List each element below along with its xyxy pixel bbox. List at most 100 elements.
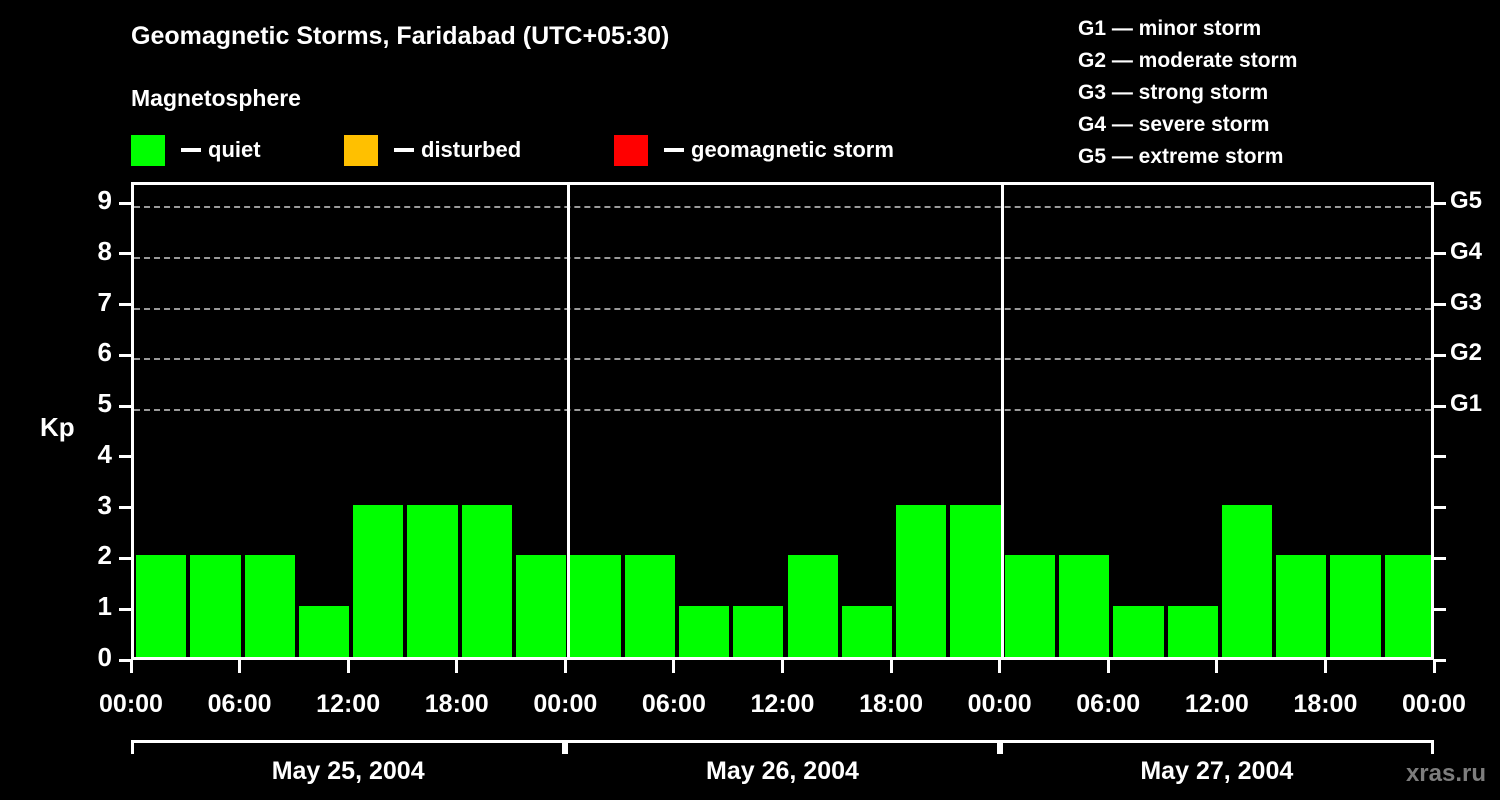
y-tick-label-6: 6 [97,337,112,368]
x-tick-label-12: 00:00 [1402,690,1466,718]
date-label-3: May 27, 2004 [1140,757,1294,785]
bar [570,555,621,657]
bar [516,555,567,657]
x-tick-label-4: 00:00 [533,690,598,718]
day-separator-2 [1001,185,1005,657]
plot-area [131,182,1434,660]
bar [244,555,295,657]
x-tick-10 [1215,660,1219,673]
day-bracket-3 [999,740,1434,754]
date-label-2: May 26, 2004 [706,757,859,785]
y-tick-right-8 [1434,252,1446,256]
y-tick-2 [119,556,131,560]
y-tick-label-1: 1 [97,591,112,622]
y-tick-label-3: 3 [97,489,112,520]
g-scale-line-3: G3 — strong storm [1078,81,1269,104]
x-tick-label-8: 00:00 [967,690,1032,718]
g-axis-label-G2: G2 [1450,339,1483,367]
g-scale-line-4: G4 — severe storm [1078,113,1270,136]
g-scale-line-2: G2 — moderate storm [1078,49,1298,72]
y-tick-right-5 [1434,404,1446,408]
bar [841,606,893,657]
y-tick-label-4: 4 [97,438,112,469]
x-tick-7 [889,660,893,673]
x-tick-11 [1323,660,1327,673]
gridline-kp-8 [134,256,1431,259]
x-tick-label-6: 12:00 [750,690,815,718]
x-tick-0 [129,660,133,673]
y-tick-7 [119,303,131,307]
geomagnetic-storm-swatch [614,134,648,166]
legend-item-quiet: quiet [131,132,261,168]
bar [298,606,350,657]
page-title: Geomagnetic Storms, Faridabad (UTC+05:30… [131,22,670,50]
bar [1058,555,1110,657]
bar [136,555,187,657]
bar [1276,555,1327,657]
y-tick-1 [119,607,131,611]
bar [407,504,458,657]
watermark: xras.ru [1405,760,1486,787]
day-separator-1 [566,185,570,657]
bar [190,555,241,657]
disturbed-swatch [344,134,378,166]
day-bracket-1 [131,740,566,754]
bar [353,504,404,657]
subtitle-magnetosphere: Magnetosphere [131,85,301,111]
g-axis-label-G5: G5 [1450,187,1483,214]
y-tick-right-4 [1434,455,1446,459]
x-tick-label-7: 18:00 [859,690,924,718]
bar [1004,555,1055,657]
date-label-1: May 25, 2004 [271,757,425,785]
y-tick-right-7 [1434,303,1446,307]
gridline-kp-7 [134,307,1431,310]
x-tick-9 [1106,660,1110,673]
y-tick-3 [119,506,131,510]
bar [1221,504,1273,657]
plot-inner [134,185,1431,657]
x-tick-6 [781,660,784,673]
x-tick-8 [998,660,1002,673]
legend-label: disturbed [421,137,522,162]
bar [678,606,730,657]
g-scale-legend: G1 — minor storm G2 — moderate storm G3 — … [1078,13,1297,173]
y-tick-label-2: 2 [97,540,112,571]
bar [733,606,784,657]
legend-label: quiet [208,137,261,162]
y-tick-right-9 [1434,201,1446,205]
x-tick-label-11: 18:00 [1293,690,1358,718]
x-tick-label-3: 18:00 [424,690,489,718]
y-tick-label-5: 5 [97,388,112,419]
quiet-swatch [131,134,165,166]
legend-item-geomagnetic-storm: geomagnetic storm [614,132,894,168]
x-tick-1 [238,660,242,673]
y-tick-right-6 [1434,353,1446,357]
gridline-kp-9 [134,206,1431,208]
bar [1330,555,1381,657]
bar [896,504,947,657]
bar [1384,555,1431,657]
legend-dash [394,148,414,152]
y-tick-9 [119,201,131,205]
day-bracket-2 [565,740,1000,754]
x-tick-12 [1432,660,1436,673]
bar [787,555,838,657]
legend-label: geomagnetic storm [691,137,894,162]
y-tick-6 [119,353,131,357]
g-scale-line-5: G5 — extreme storm [1078,145,1284,168]
y-tick-4 [119,455,131,459]
y-tick-right-3 [1434,506,1446,510]
bar [1113,606,1164,657]
legend-dash [181,148,201,152]
legend-dash [664,148,684,152]
legend-item-disturbed: disturbed [344,132,521,168]
x-tick-label-2: 12:00 [316,690,381,718]
y-tick-0 [119,658,131,662]
y-tick-right-1 [1434,607,1446,611]
y-tick-8 [119,252,131,256]
bar [461,504,513,657]
x-tick-3 [455,660,459,673]
g-axis-label-G3: G3 [1450,288,1483,316]
y-tick-5 [119,404,131,408]
